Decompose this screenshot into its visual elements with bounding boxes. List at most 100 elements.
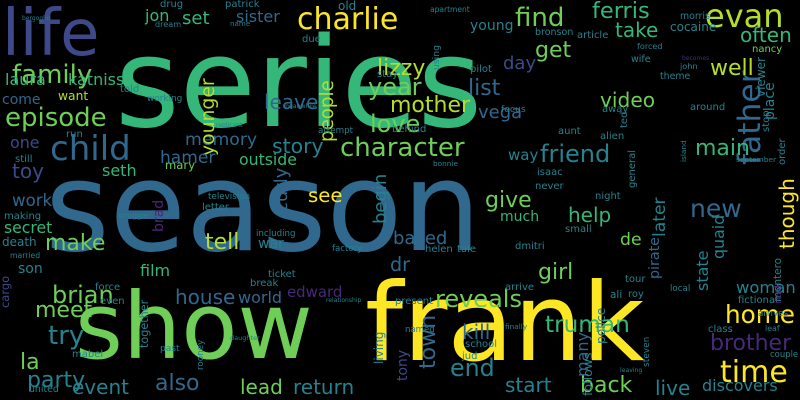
word-wife: wife: [631, 54, 651, 65]
word-theme: theme: [660, 71, 691, 82]
word-united: united: [29, 384, 59, 395]
word-working: working: [147, 94, 183, 104]
word-john: john: [680, 61, 698, 71]
word-named: named: [405, 325, 435, 335]
word-brian: brian: [52, 281, 114, 309]
word-forced: forced: [637, 41, 663, 51]
word-run: run: [66, 129, 83, 140]
word-using: using: [431, 45, 442, 70]
word-local: local: [670, 284, 691, 294]
word-story: story: [272, 134, 324, 158]
word-school: school: [465, 339, 498, 350]
word-drug: drug: [160, 0, 184, 10]
word-name: name: [230, 19, 251, 28]
word-ferris: ferris: [592, 0, 650, 24]
word-apartment: apartment: [430, 5, 470, 14]
word-relationship: relationship: [326, 297, 362, 304]
word-make: make: [45, 231, 106, 256]
word-seth: seth: [102, 161, 137, 180]
word-arrives: arrives: [758, 309, 789, 319]
word-tour: tour: [625, 274, 646, 285]
word-day: day: [503, 53, 537, 74]
word-death: death: [2, 235, 37, 249]
word-real: real: [773, 285, 784, 304]
word-september: september: [736, 155, 777, 164]
word-son: son: [18, 261, 43, 277]
word-brad: brad: [151, 199, 167, 232]
word-help: help: [568, 203, 612, 227]
word-reveals: reveals: [435, 285, 522, 313]
word-see: see: [308, 184, 343, 207]
word-child: child: [50, 129, 131, 169]
word-edward: edward: [287, 283, 343, 301]
word-come: come: [2, 92, 41, 108]
word-series: series: [115, 12, 483, 156]
word-work: work: [12, 191, 53, 210]
word-couple: couple: [770, 349, 799, 359]
word-patrick: patrick: [225, 0, 260, 10]
word-leaving: leaving: [620, 367, 643, 374]
word-dmitri: dmitri: [515, 241, 545, 252]
word-home: home: [725, 300, 795, 329]
word-television: television: [208, 192, 251, 202]
word-tell: tell: [205, 230, 240, 255]
word-article: article: [577, 30, 609, 41]
word-woman: woman: [736, 278, 796, 297]
word-past: past: [160, 344, 180, 354]
word-fictional: fictional: [738, 295, 778, 306]
word-war: war: [258, 236, 284, 252]
word-factory: factory: [332, 244, 363, 254]
word-kill: kill: [462, 320, 491, 344]
word-outside: outside: [239, 150, 297, 169]
word-town: town: [416, 314, 441, 369]
word-together: together: [138, 299, 151, 348]
word-time: time: [720, 355, 788, 390]
word-pirate: pirate: [647, 237, 663, 279]
word-struggle: struggle: [118, 211, 149, 220]
word-hamer: hamer: [160, 148, 216, 168]
word-younger: younger: [198, 78, 219, 156]
word-show: show: [75, 273, 313, 380]
word-tale: tale: [457, 244, 476, 255]
word-meet: meet: [35, 298, 93, 323]
word-away: away: [602, 104, 629, 115]
word-place: place: [762, 82, 778, 120]
word-also: also: [155, 371, 200, 396]
word-follows: follows: [580, 352, 595, 396]
word-ticket: ticket: [268, 269, 296, 280]
word-vega: vega: [478, 102, 523, 123]
word-due: due: [302, 34, 321, 45]
word-class: class: [708, 324, 733, 335]
word-secret: secret: [4, 218, 53, 237]
word-bronson: bronson: [535, 27, 574, 38]
word-bergoglio: bergoglio: [22, 15, 51, 22]
word-leave: leave: [264, 90, 319, 114]
word-house: house: [175, 285, 236, 309]
word-bonnie: bonnie: [433, 159, 459, 168]
word-dream: dream: [155, 19, 182, 29]
word-love: love: [370, 110, 421, 138]
word-stay: stay: [377, 69, 399, 80]
word-though: though: [775, 178, 799, 249]
word-present: present: [395, 296, 434, 307]
word-begin: begin: [370, 173, 391, 224]
word-main: main: [695, 136, 750, 161]
word-start: start: [505, 373, 552, 397]
word-behind: behind: [392, 124, 427, 135]
word-nancy: nancy: [752, 44, 783, 55]
word-katniss: katniss: [68, 70, 125, 89]
word-toy: toy: [12, 159, 44, 183]
word-want: want: [58, 89, 89, 103]
word-married: married: [10, 251, 41, 260]
word-roy: roy: [628, 289, 644, 300]
word-alien: alien: [600, 131, 625, 142]
word-letter: letter: [202, 202, 230, 213]
word-police: police: [594, 307, 608, 344]
word-isaac: isaac: [537, 167, 563, 178]
word-world: world: [238, 288, 283, 307]
word-jud: jud: [462, 351, 478, 362]
word-daughter: daughter: [230, 334, 260, 342]
word-curly: curly: [271, 167, 292, 212]
word-arrive: arrive: [505, 282, 535, 293]
word-state: state: [693, 250, 712, 291]
